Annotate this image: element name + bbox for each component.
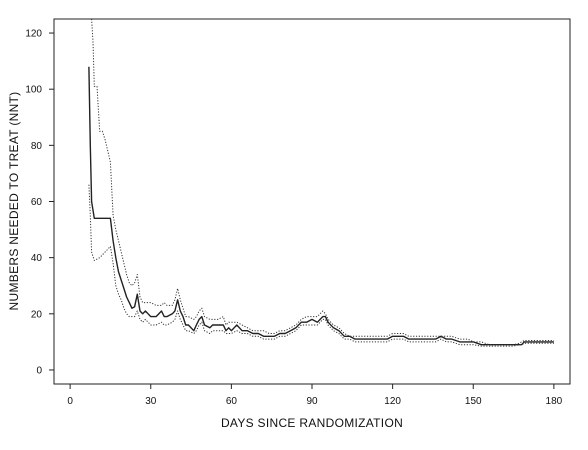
x-tick-label: 150 [465, 396, 482, 407]
plot-area-frame [53, 18, 571, 385]
x-axis-title: DAYS SINCE RANDOMIZATION [221, 416, 403, 430]
x-tick-label: 0 [67, 396, 73, 407]
y-tick-label: 80 [31, 141, 43, 152]
y-axis: 0 20 40 60 80 100 120 [25, 29, 54, 376]
y-axis-title: NUMBERS NEEDED TO TREAT (NNT) [7, 92, 21, 311]
lower-ci-line [88, 184, 554, 347]
x-tick-label: 180 [546, 396, 563, 407]
y-tick-label: 40 [31, 253, 43, 264]
x-tick-label: 60 [226, 396, 238, 407]
x-tick-label: 120 [384, 396, 401, 407]
y-tick-label: 120 [25, 29, 42, 40]
x-tick-label: 30 [145, 396, 157, 407]
y-tick-label: 100 [25, 85, 42, 96]
y-tick-label: 20 [31, 309, 43, 320]
upper-ci-line [91, 19, 554, 346]
x-axis: 0 30 60 90 120 150 180 [67, 384, 563, 407]
nnt-estimate-line [88, 66, 554, 346]
y-tick-label: 0 [36, 365, 42, 376]
y-tick-label: 60 [31, 197, 43, 208]
x-tick-label: 90 [306, 396, 318, 407]
series-layer [88, 19, 554, 347]
